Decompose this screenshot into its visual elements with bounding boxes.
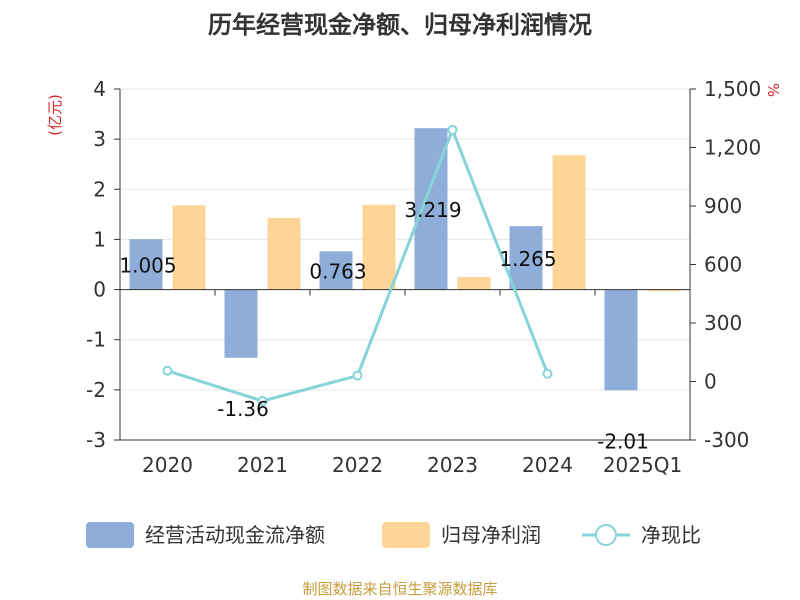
- data-label: 3.219: [404, 198, 461, 222]
- data-label: 1.265: [499, 247, 556, 271]
- bar-net-profit: [362, 204, 396, 290]
- legend-marker-ratio: [595, 524, 617, 546]
- chart-title: 历年经营现金净额、归母净利润情况: [208, 11, 592, 39]
- left-tick-label: -2: [86, 378, 106, 402]
- bar-net-profit: [457, 277, 491, 290]
- legend: 经营活动现金流净额 归母净利润 净现比: [86, 522, 701, 548]
- data-label: 0.763: [309, 259, 366, 283]
- left-tick-label: 3: [93, 127, 106, 151]
- right-tick-label: 1,200: [704, 136, 761, 160]
- left-tick-label: 2: [93, 177, 106, 201]
- right-tick-label: 900: [704, 194, 742, 218]
- bar-net-profit: [267, 217, 301, 290]
- right-tick-label: 600: [704, 253, 742, 277]
- data-label: -1.36: [217, 397, 269, 421]
- left-axis-unit: (亿元): [46, 94, 64, 136]
- legend-label-cashflow: 经营活动现金流净额: [145, 523, 325, 547]
- ratio-point: [352, 370, 363, 381]
- ratio-point: [257, 396, 268, 406]
- bar-cashflow: [319, 251, 353, 290]
- bar-cashflow: [129, 239, 163, 290]
- source-note: 制图数据来自恒生聚源数据库: [302, 580, 497, 598]
- left-tick-label: -1: [86, 328, 106, 352]
- left-tick-label: 0: [93, 278, 106, 302]
- bar-cashflow: [224, 289, 258, 358]
- x-tick-label: 2025Q1: [603, 453, 682, 477]
- right-tick-label: 1,500: [704, 77, 761, 101]
- x-tick-label: 2021: [237, 453, 288, 477]
- left-tick-label: 4: [93, 77, 106, 101]
- bar-cashflow: [509, 226, 543, 290]
- legend-label-ratio: 净现比: [641, 523, 701, 547]
- right-tick-label: 300: [704, 311, 742, 335]
- plot-area: 4 3 2 1 0 -1 -2 -3 1,500 1,200 900 600 300 0 -300 2020 2…: [86, 77, 761, 477]
- right-tick-label: -300: [704, 428, 749, 452]
- data-label: -2.01: [597, 429, 649, 453]
- bar-net-profit: [172, 205, 206, 290]
- x-tick-label: 2023: [427, 453, 478, 477]
- ratio-point: [542, 368, 553, 379]
- bar-net-profit: [552, 155, 586, 290]
- legend-swatch-net-profit: [382, 522, 430, 548]
- bar-net-profit: [647, 289, 681, 292]
- left-tick-label: 1: [93, 227, 106, 251]
- left-tick-label: -3: [86, 428, 106, 452]
- legend-label-net-profit: 归母净利润: [441, 523, 541, 547]
- ratio-point: [162, 365, 173, 376]
- x-tick-label: 2024: [522, 453, 573, 477]
- ratio-point: [447, 124, 458, 135]
- x-tick-label: 2020: [142, 453, 193, 477]
- right-tick-label: 0: [704, 370, 717, 394]
- x-tick-label: 2022: [332, 453, 383, 477]
- data-label: 1.005: [119, 253, 176, 277]
- bar-cashflow: [604, 289, 638, 391]
- legend-swatch-cashflow: [86, 522, 134, 548]
- right-axis-unit: %: [764, 83, 782, 97]
